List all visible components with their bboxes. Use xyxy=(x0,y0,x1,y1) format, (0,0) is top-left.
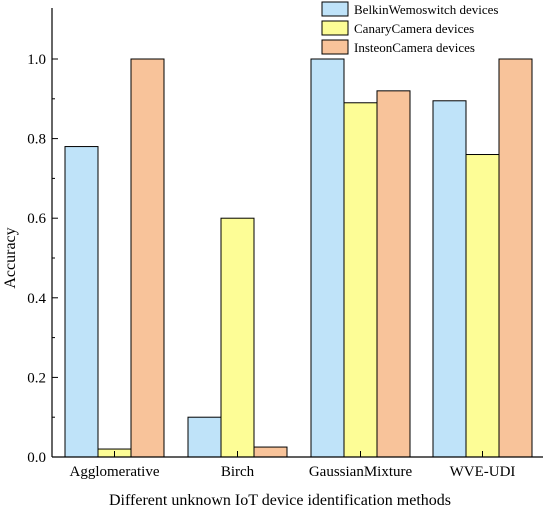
y-tick-label-3: 0.6 xyxy=(27,211,46,227)
x-axis-title: Different unknown IoT device identificat… xyxy=(109,492,451,509)
bars-group xyxy=(64,58,533,458)
legend-label-2: CanaryCamera devices xyxy=(354,21,474,36)
x-tick-label-4: WVE-UDI xyxy=(450,464,516,480)
bar-3-2 xyxy=(253,446,288,458)
bar-1-3 xyxy=(310,58,345,458)
legend: BelkinWemoswitch devices CanaryCamera dev… xyxy=(321,1,498,55)
bar-1-2 xyxy=(187,416,222,458)
legend-swatch-1 xyxy=(321,1,349,17)
y-axis-title: Accuracy xyxy=(2,227,19,288)
y-tick-label-4: 0.8 xyxy=(27,132,46,148)
bar-2-2 xyxy=(220,217,255,458)
axes-group: 0.0 0.2 0.4 0.6 0.8 1.0 Agglomerative Birch Gaus… xyxy=(27,8,543,480)
bar-2-4 xyxy=(465,154,500,458)
bar-1-4 xyxy=(432,100,467,458)
x-tick-label-3: GaussianMixture xyxy=(309,464,413,480)
bar-3-3 xyxy=(376,90,411,458)
x-tick-label-1: Agglomerative xyxy=(70,464,160,480)
bar-2-3 xyxy=(343,102,378,458)
x-tick-label-2: Birch xyxy=(221,464,255,480)
bar-3-4 xyxy=(498,58,533,458)
legend-label-3: InsteonCamera devices xyxy=(354,40,475,55)
y-tick-label-5: 1.0 xyxy=(27,52,46,68)
legend-swatch-3 xyxy=(321,39,349,55)
legend-label-1: BelkinWemoswitch devices xyxy=(354,2,498,17)
legend-swatch-2 xyxy=(321,20,349,36)
y-tick-label-1: 0.2 xyxy=(27,370,46,386)
y-tick-label-2: 0.4 xyxy=(27,291,46,307)
bar-3-1 xyxy=(130,58,165,458)
bar-1-1 xyxy=(64,146,99,458)
y-tick-label-0: 0.0 xyxy=(27,450,46,466)
